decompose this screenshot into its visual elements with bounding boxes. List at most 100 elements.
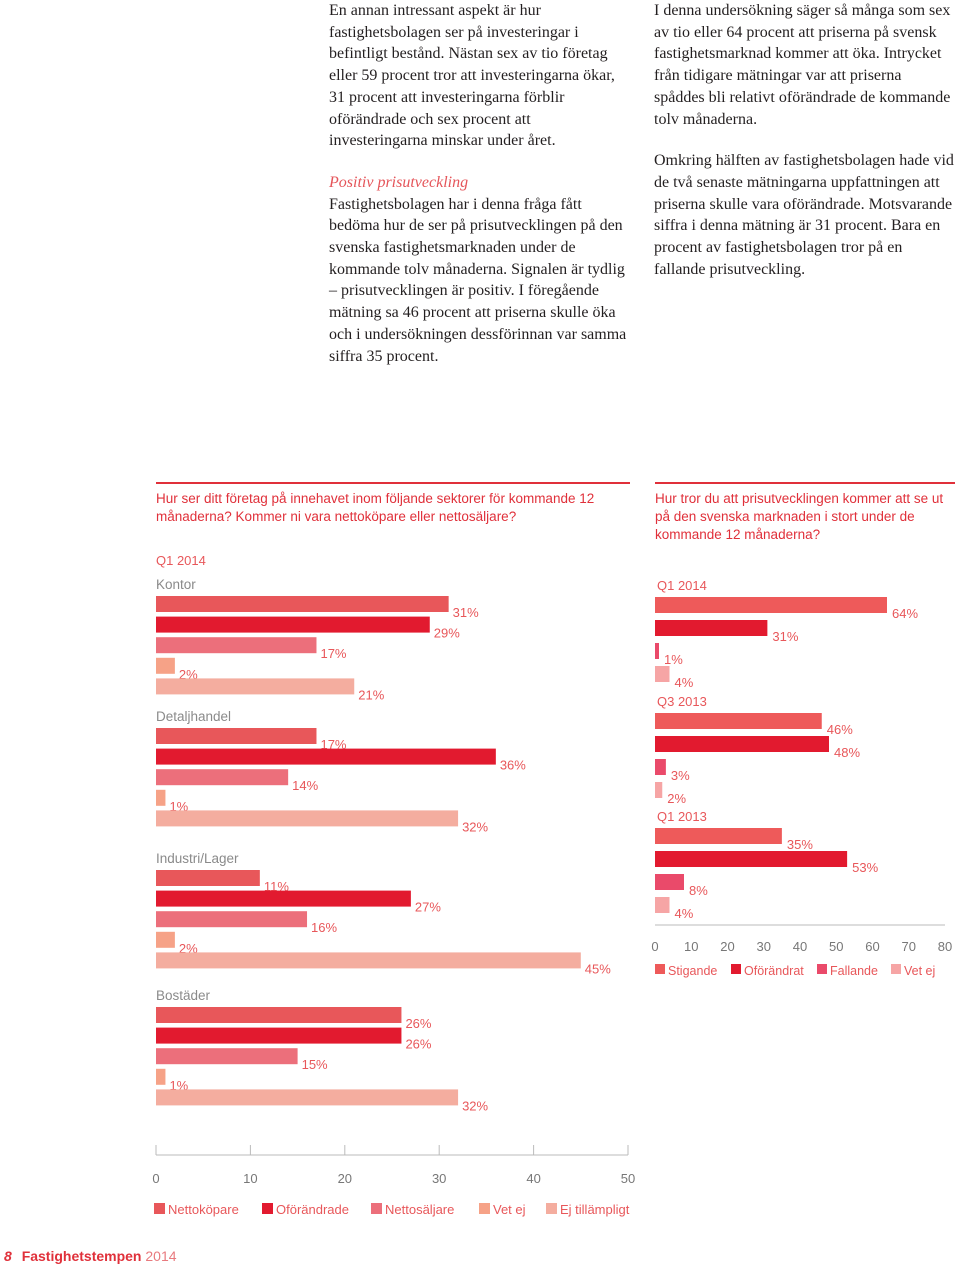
chart1-bar [156, 637, 317, 654]
chart1-bar [156, 911, 308, 928]
chart2-legend-label: Stigande [668, 964, 717, 978]
chart2-bar [655, 759, 666, 775]
chart1-bar [156, 870, 260, 886]
chart1-bar [156, 1007, 402, 1023]
chart1-value-label: 1% [169, 1078, 188, 1093]
chart2-bar [655, 713, 822, 729]
chart2-group-label: Q1 2014 [657, 578, 707, 593]
chart1-bar [156, 616, 430, 633]
chart2-bar [655, 643, 659, 659]
chart1-bar [156, 678, 355, 695]
chart2-bar [655, 666, 670, 682]
chart2-bar [655, 597, 887, 613]
chart2-value-label: 48% [834, 745, 860, 760]
chart1-tick-label: 30 [432, 1171, 446, 1186]
chart2-group-label: Q1 2013 [657, 809, 707, 824]
chart2-value-label: 35% [787, 837, 813, 852]
chart2-group-label: Q3 2013 [657, 694, 707, 709]
chart1-value-label: 36% [500, 758, 526, 773]
chart1-legend-label: Nettoköpare [168, 1202, 239, 1217]
chart2-bar [655, 897, 670, 913]
chart2-value-label: 3% [671, 768, 690, 783]
chart1-legend-swatch [371, 1203, 382, 1214]
chart1-value-label: 2% [179, 941, 198, 956]
chart1-bar [156, 1027, 402, 1044]
chart2-legend-label: Oförändrat [744, 964, 804, 978]
chart2-legend-label: Vet ej [904, 964, 935, 978]
publication-name: Fastighetstempen [21, 1248, 142, 1264]
chart1-bar [156, 810, 459, 827]
chart2-value-label: 8% [689, 883, 708, 898]
chart1-legend-swatch [154, 1203, 165, 1214]
chart2-tick-label: 80 [938, 939, 952, 954]
chart1-value-label: 15% [302, 1057, 328, 1072]
chart1-title: Hur ser ditt företag på innehavet inom f… [156, 482, 630, 526]
chart1-value-label: 32% [462, 1098, 488, 1113]
chart2-tick-label: 30 [757, 939, 771, 954]
chart1-group-label: Kontor [156, 577, 196, 592]
chart2-tick-label: 40 [793, 939, 807, 954]
paragraph-prisutveckling-body: Fastighetsbolagen har i denna fråga fått… [329, 195, 627, 365]
chart2-value-label: 31% [772, 629, 798, 644]
chart2-title: Hur tror du att prisutvecklingen kommer … [655, 482, 955, 544]
chart2-tick-label: 20 [720, 939, 734, 954]
chart1-value-label: 26% [405, 1016, 431, 1031]
chart2-tick-label: 10 [684, 939, 698, 954]
chart1-value-label: 11% [264, 879, 289, 894]
chart2-value-label: 2% [667, 791, 686, 806]
chart2-bar [655, 782, 663, 798]
chart2-value-label: 1% [664, 652, 683, 667]
chart1-legend-swatch [479, 1203, 490, 1214]
chart2-bar [655, 874, 684, 890]
chart1-bar [156, 596, 449, 612]
chart1-group-label: Industri/Lager [156, 851, 239, 866]
chart1-bar [156, 890, 411, 907]
chart1-bar [156, 748, 496, 765]
chart1-bar [156, 1048, 298, 1065]
chart1-tick-label: 40 [526, 1171, 540, 1186]
chart2-tick-label: 0 [651, 939, 658, 954]
chart2-value-label: 4% [675, 675, 694, 690]
chart1-group-label: Detaljhandel [156, 709, 231, 724]
chart1-value-label: 32% [462, 819, 488, 834]
publication-year: 2014 [145, 1248, 177, 1264]
chart1-value-label: 16% [311, 920, 337, 935]
chart1-bar [156, 728, 317, 744]
chart2-value-label: 46% [827, 722, 853, 737]
chart1-group-label: Bostäder [156, 988, 211, 1003]
chart2-tick-label: 60 [865, 939, 879, 954]
chart1-bar [156, 931, 175, 948]
chart2-bar [655, 828, 782, 844]
chart1-bar [156, 789, 166, 806]
paragraph-halften: Omkring hälften av fastighetsbolagen had… [654, 152, 954, 278]
chart1-value-label: 1% [169, 799, 188, 814]
chart1-legend-label: Oförändrade [276, 1202, 349, 1217]
chart1-value-label: 26% [405, 1037, 431, 1052]
chart1-value-label: 21% [358, 687, 384, 702]
chart1-value-label: 17% [320, 646, 346, 661]
paragraph-investeringar: En annan intressant aspekt är hur fastig… [329, 2, 615, 150]
chart1-legend-label: Ej tillämpligt [560, 1202, 630, 1217]
chart1-bar [156, 657, 175, 674]
chart1-period-label: Q1 2014 [156, 553, 206, 568]
chart2-bar [655, 736, 829, 752]
chart1-legend-label: Nettosäljare [385, 1202, 454, 1217]
chart2-tick-label: 50 [829, 939, 843, 954]
chart2-value-label: 4% [675, 906, 694, 921]
chart1-bar [156, 952, 581, 969]
paragraph-prisutveckling: Positiv prisutveckling Fastighetsbolagen… [329, 172, 629, 367]
chart1-legend-swatch [262, 1203, 273, 1214]
chart1-value-label: 27% [415, 900, 441, 915]
chart1-bar [156, 769, 289, 786]
chart2-bar [655, 620, 768, 636]
column-right: I denna undersökning säger så många som … [654, 0, 954, 300]
chart2-legend-label: Fallande [830, 964, 878, 978]
page-footer: 8 Fastighetstempen 2014 [4, 1248, 177, 1264]
chart1-bar [156, 1089, 459, 1106]
chart1-bar [156, 1068, 166, 1085]
paragraph-64-procent: I denna undersökning säger så många som … [654, 2, 951, 128]
chart2-value-label: 53% [852, 860, 878, 875]
chart2-legend-swatch [731, 964, 741, 974]
chart1-legend-label: Vet ej [493, 1202, 526, 1217]
chart1-value-label: 17% [320, 737, 346, 752]
